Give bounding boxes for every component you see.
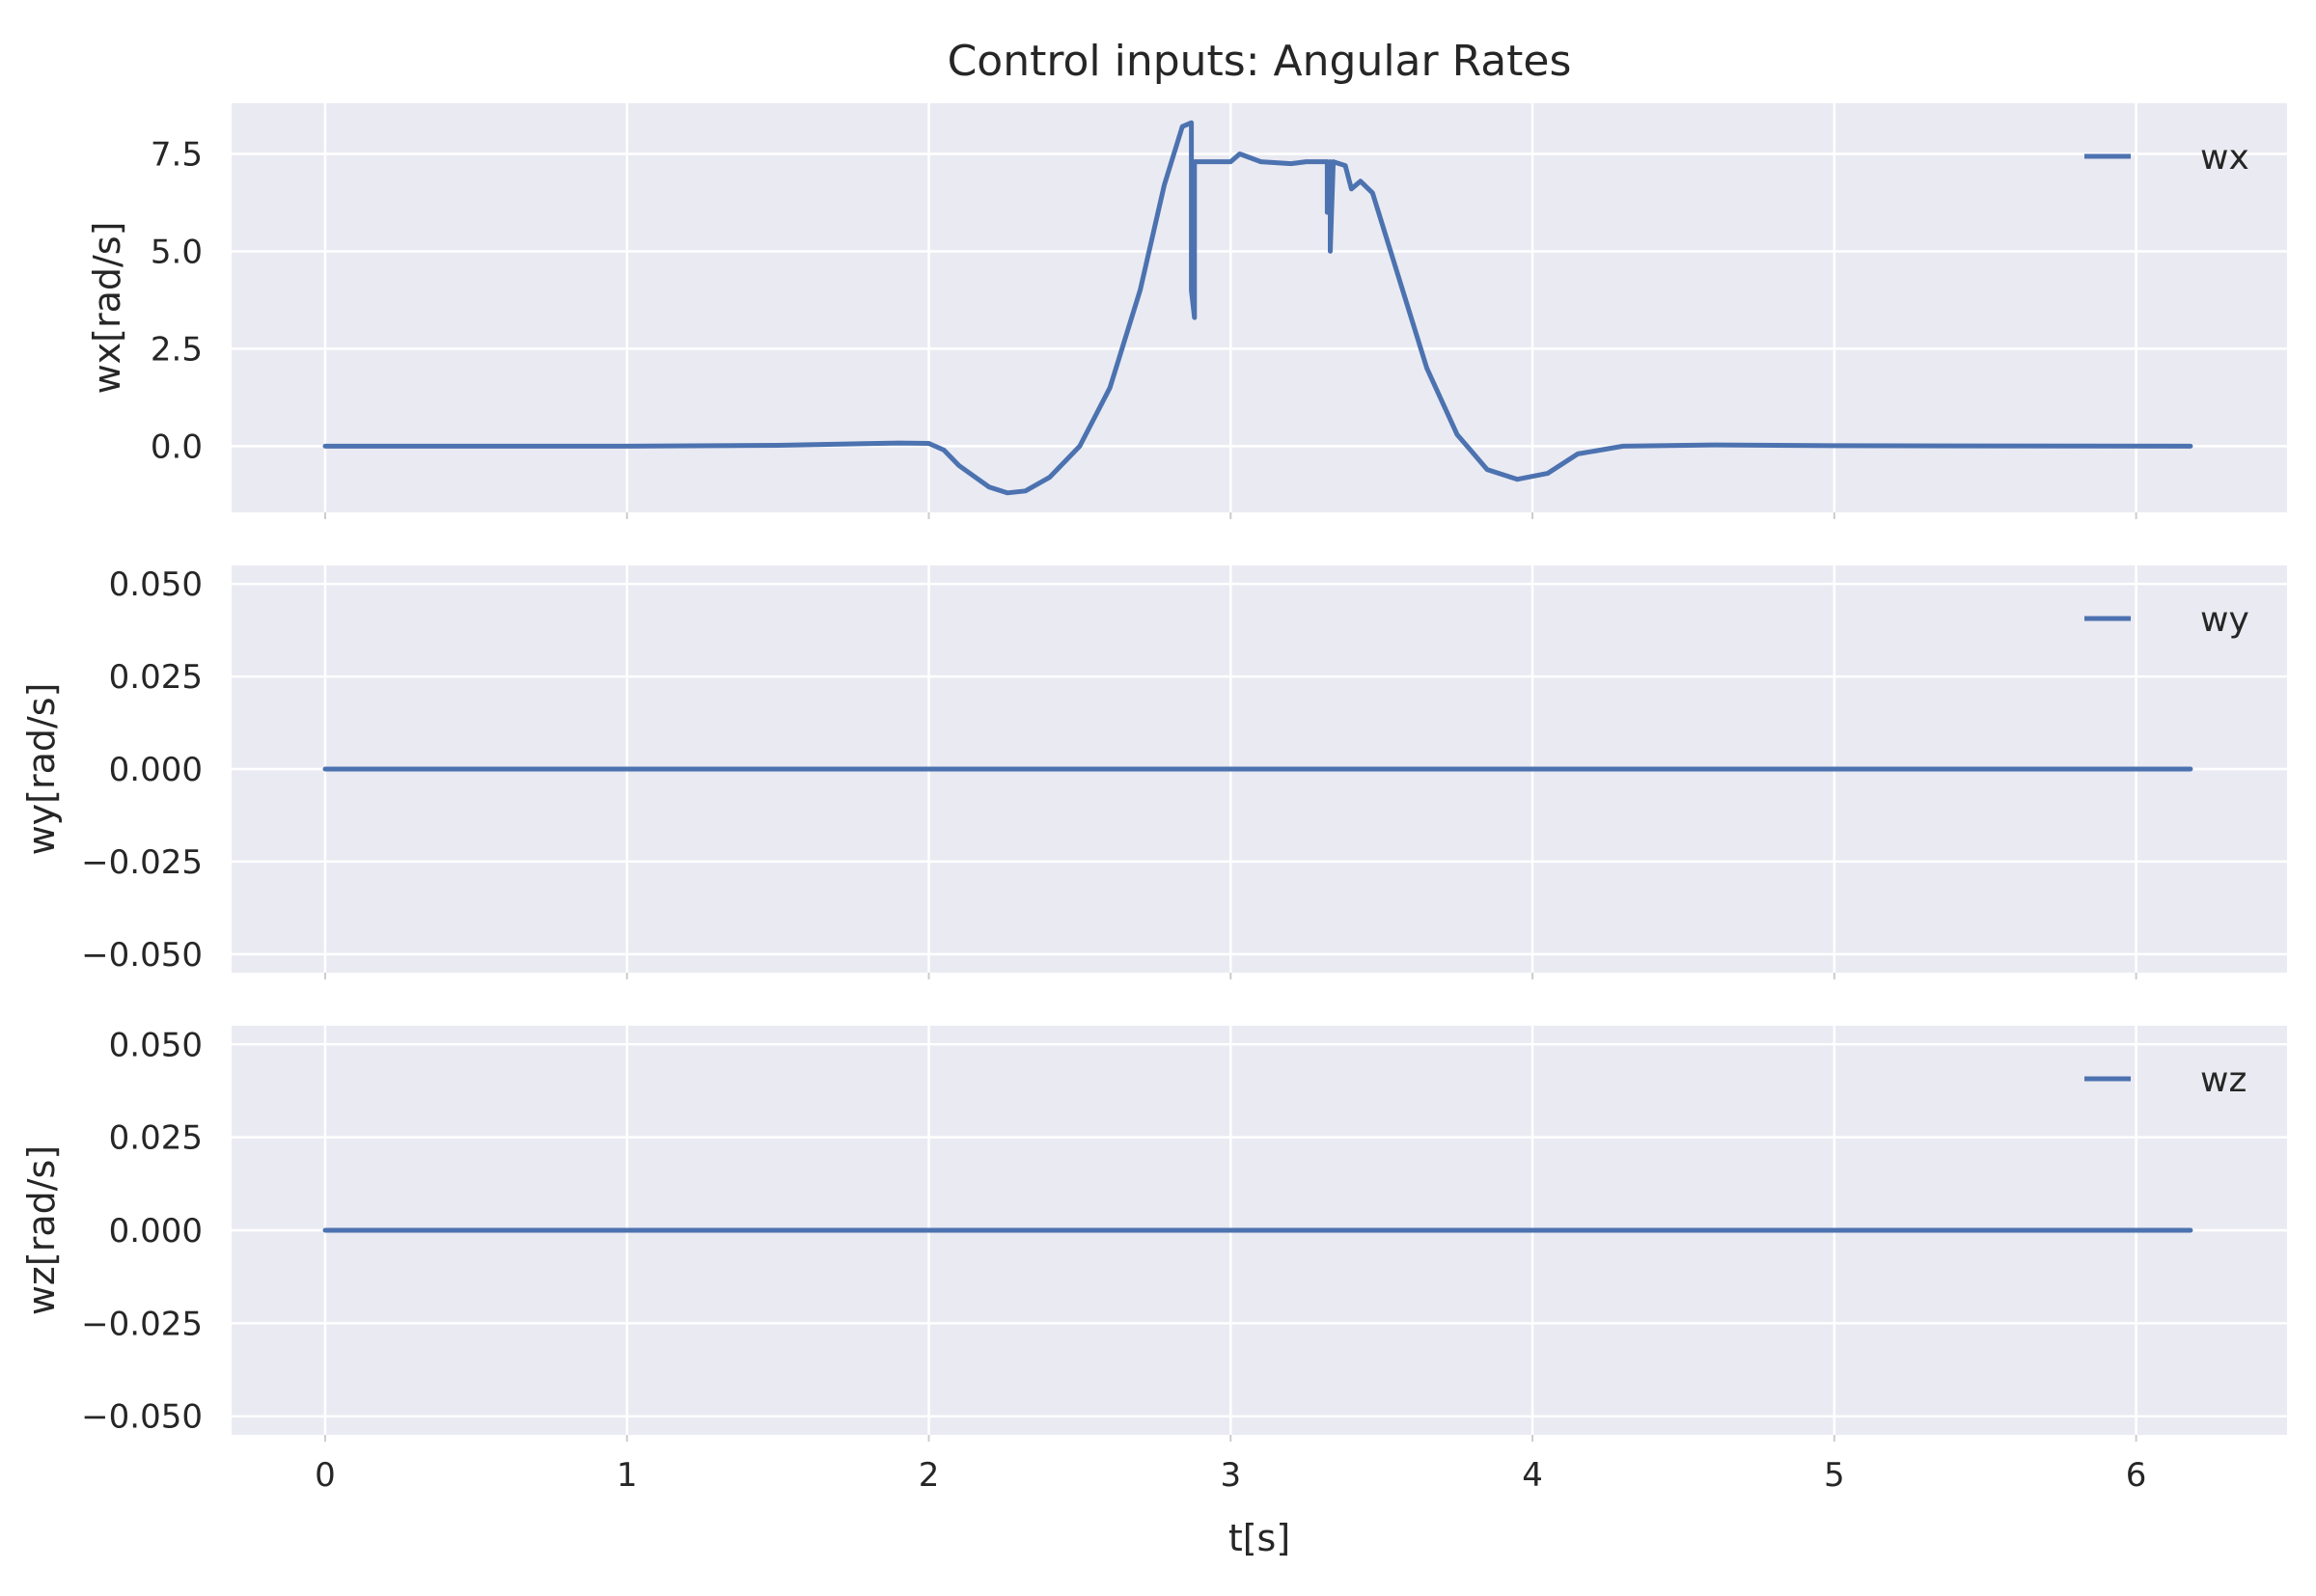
x-tick-label: 4 bbox=[1522, 1456, 1543, 1495]
y-axis-label: wy[rad/s] bbox=[20, 683, 63, 856]
y-tick-label: 0.0 bbox=[151, 427, 203, 466]
x-tick-label: 0 bbox=[315, 1456, 336, 1495]
x-tick-label: 1 bbox=[617, 1456, 638, 1495]
y-tick-label: −0.025 bbox=[81, 843, 203, 882]
y-tick-label: 0.000 bbox=[109, 751, 203, 789]
y-tick-label: −0.025 bbox=[81, 1305, 203, 1343]
legend-label-wy: wy bbox=[2200, 600, 2249, 640]
x-tick-label: 3 bbox=[1220, 1456, 1241, 1495]
panel-3: −0.050 −0.025 0.000 0.025 0.050 wz[rad/s] wz 0 1… bbox=[20, 1026, 2287, 1495]
y-axis-label: wx[rad/s] bbox=[86, 222, 128, 395]
y-tick-label: 0.050 bbox=[109, 565, 203, 604]
y-tick-label: 7.5 bbox=[151, 135, 203, 174]
y-tick-label: 0.025 bbox=[109, 1119, 203, 1158]
y-tick-label: 0.050 bbox=[109, 1026, 203, 1064]
y-tick-label: 2.5 bbox=[151, 330, 203, 369]
x-tick-label: 5 bbox=[1824, 1456, 1845, 1495]
series-line-wx bbox=[322, 120, 2193, 496]
panel-1: 0.0 2.5 5.0 7.5 wx[rad/s] wx bbox=[86, 103, 2287, 519]
legend-label-wz: wz bbox=[2200, 1060, 2247, 1100]
y-axis-label: wz[rad/s] bbox=[20, 1145, 63, 1315]
chart-title: Control inputs: Angular Rates bbox=[948, 37, 1572, 86]
y-tick-label: −0.050 bbox=[81, 936, 203, 975]
x-axis-label: t[s] bbox=[1228, 1517, 1290, 1559]
y-tick-label: 5.0 bbox=[151, 233, 203, 271]
x-tick-label: 6 bbox=[2126, 1456, 2147, 1495]
y-tick-label: −0.050 bbox=[81, 1398, 203, 1437]
y-tick-label: 0.025 bbox=[109, 658, 203, 697]
x-tick-label: 2 bbox=[919, 1456, 940, 1495]
y-tick-label: 0.000 bbox=[109, 1212, 203, 1251]
plot-background bbox=[232, 103, 2287, 512]
panel-2: −0.050 −0.025 0.000 0.025 0.050 wy[rad/s] wy bbox=[20, 565, 2287, 979]
legend-label-wx: wx bbox=[2200, 138, 2249, 178]
